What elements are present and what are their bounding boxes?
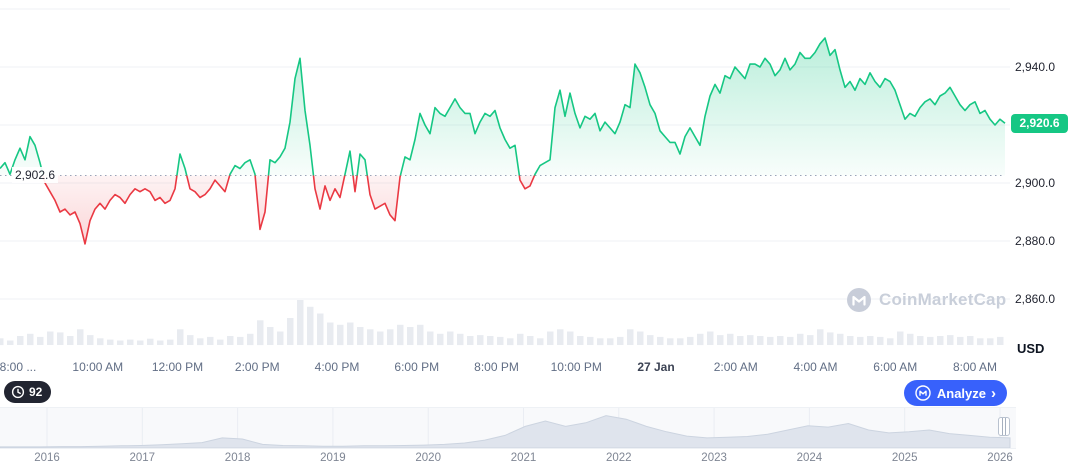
- baseline-price-label: 2,902.6: [12, 167, 59, 184]
- x-axis-label: 12:00 PM: [151, 360, 204, 374]
- clock-icon: [11, 385, 25, 399]
- x-axis-label: 10:00 AM: [72, 360, 124, 374]
- year-label: 2017: [129, 452, 156, 464]
- analyze-button[interactable]: Analyze ›: [903, 380, 1007, 406]
- y-axis-label: 2,940.0: [1015, 60, 1056, 74]
- x-axis-label: 4:00 PM: [314, 360, 360, 374]
- x-axis-label: 2:00 PM: [234, 360, 280, 374]
- year-label: 2020: [415, 452, 441, 464]
- current-price-badge: 2,920.6: [1011, 113, 1068, 133]
- price-line-chart[interactable]: [0, 0, 1010, 346]
- year-axis: 2016 2017 2018 2019 2020 2021 2022 2023 2024 2025…: [0, 452, 1016, 468]
- y-axis-label: 2,900.0: [1015, 176, 1056, 190]
- year-label: 2024: [796, 452, 823, 464]
- y-axis-label: 2,860.0: [1015, 292, 1056, 306]
- watermark-text: CoinMarketCap: [879, 290, 1007, 309]
- year-label: 2016: [34, 452, 60, 464]
- history-count: 92: [29, 385, 43, 399]
- history-silhouette-chart: [0, 408, 1011, 448]
- coinmarketcap-logo-icon: [847, 288, 871, 312]
- year-label: 2026: [987, 452, 1013, 464]
- coinmarketcap-watermark: CoinMarketCap: [846, 287, 1006, 313]
- timeline-navigator[interactable]: [0, 407, 1016, 449]
- coinmarketcap-logo-icon: [915, 385, 931, 401]
- year-label: 2018: [224, 452, 251, 464]
- y-axis: 2,920.6 USD 2,940.0 2,900.0 2,880.0 2,860.0: [1010, 0, 1072, 356]
- year-label: 2019: [320, 452, 346, 464]
- year-label: 2021: [510, 452, 537, 464]
- chevron-right-icon: ›: [991, 384, 996, 402]
- year-label: 2022: [606, 452, 632, 464]
- x-axis-label: 8:00 PM: [474, 360, 519, 374]
- y-axis-label: 2,880.0: [1015, 234, 1056, 248]
- x-axis-label: 6:00 AM: [873, 360, 918, 374]
- history-count-badge[interactable]: 92: [4, 381, 52, 403]
- x-axis-label: 27 Jan: [637, 360, 675, 374]
- navigator-handle[interactable]: [998, 417, 1010, 436]
- year-label: 2025: [891, 452, 918, 464]
- x-axis-label: 4:00 AM: [793, 360, 838, 374]
- currency-label: USD: [1017, 341, 1045, 356]
- x-axis: 8:00 ... 10:00 AM 12:00 PM 2:00 PM 4:00 PM 6:…: [0, 356, 1010, 376]
- main-chart[interactable]: 2,902.6 CoinMarketCap: [0, 0, 1010, 346]
- x-axis-label: 8:00 AM: [952, 360, 998, 374]
- year-label: 2023: [701, 452, 727, 464]
- x-axis-label: 8:00 ...: [0, 360, 37, 374]
- x-axis-label: 6:00 PM: [394, 360, 440, 374]
- analyze-label: Analyze: [936, 385, 986, 401]
- x-axis-label: 10:00 PM: [550, 360, 602, 374]
- x-axis-label: 2:00 AM: [713, 360, 758, 374]
